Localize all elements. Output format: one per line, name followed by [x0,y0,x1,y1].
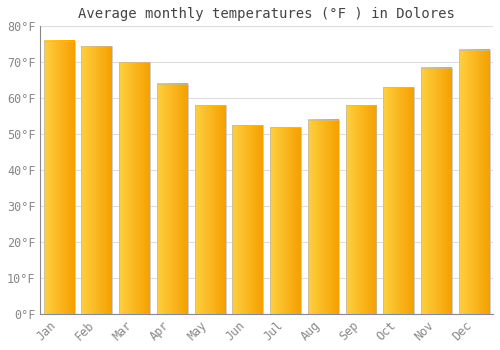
Bar [384,88,414,314]
Bar [458,50,490,314]
Bar [194,105,226,314]
Bar [270,127,301,314]
Bar [157,84,188,314]
Bar [308,120,338,314]
Title: Average monthly temperatures (°F ) in Dolores: Average monthly temperatures (°F ) in Do… [78,7,455,21]
Bar [232,125,264,314]
Bar [346,105,376,314]
Bar [119,62,150,314]
Bar [421,68,452,314]
Bar [44,41,74,314]
Bar [82,46,112,314]
